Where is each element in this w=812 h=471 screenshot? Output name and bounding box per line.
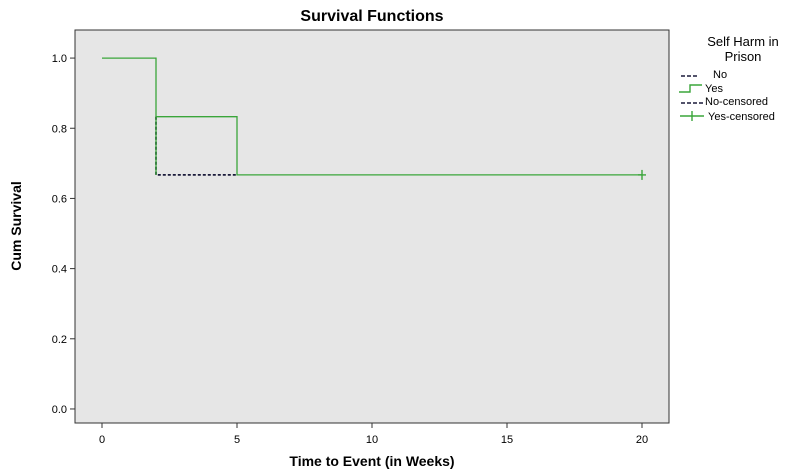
legend-label-no: No: [713, 69, 727, 81]
series-line-yes: [102, 57, 642, 176]
y-axis-title: Cum Survival: [8, 181, 24, 270]
y-tick-label: 0.8: [52, 123, 67, 135]
censor-layer: [638, 169, 646, 180]
series-layer: [102, 57, 642, 176]
legend-entry-no: No: [681, 69, 727, 81]
legend-label-no-censored: No-censored: [705, 96, 768, 108]
x-axis: 0 5 10 15 20: [99, 423, 648, 446]
x-tick-label: 5: [234, 434, 240, 446]
x-tick-label: 15: [501, 434, 513, 446]
y-tick-label: 0.6: [52, 193, 67, 205]
legend-entry-no-censored: No-censored: [681, 96, 768, 108]
y-axis: 0.0 0.2 0.4 0.6 0.8 1.0: [52, 53, 75, 416]
legend: Self Harm in Prison No Yes No-censored Y…: [679, 34, 779, 123]
legend-entry-yes-censored: Yes-censored: [680, 111, 775, 123]
y-tick-label: 0.4: [52, 264, 67, 276]
x-axis-title: Time to Event (in Weeks): [289, 453, 454, 469]
x-tick-label: 0: [99, 434, 105, 446]
legend-label-yes: Yes: [705, 83, 723, 95]
legend-title-line1: Self Harm in: [707, 34, 779, 49]
x-tick-label: 20: [636, 434, 648, 446]
chart-title: Survival Functions: [300, 8, 443, 25]
x-tick-label: 10: [366, 434, 378, 446]
legend-label-yes-censored: Yes-censored: [708, 111, 775, 123]
plot-area: [74, 29, 670, 424]
legend-entry-yes: Yes: [679, 83, 723, 95]
y-tick-label: 1.0: [52, 53, 67, 65]
y-tick-label: 0.2: [52, 334, 67, 346]
series-line-no: [155, 116, 237, 176]
legend-swatch-yes: [679, 84, 702, 93]
y-tick-label: 0.0: [52, 404, 67, 416]
legend-title-line2: Prison: [725, 49, 762, 64]
